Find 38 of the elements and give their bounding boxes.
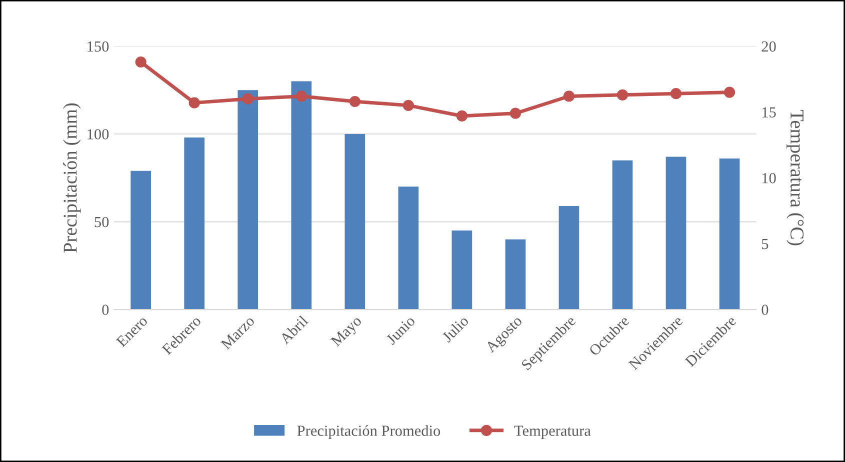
point [135,56,146,68]
point [456,110,468,122]
point [563,90,575,102]
point [724,86,736,98]
bar [505,239,526,310]
y2-axis-title: Temperatura (°C) [786,110,804,246]
point [616,89,628,100]
point [349,96,360,108]
point [670,88,682,100]
y-tick-label: 0 [102,304,109,315]
bar [398,186,419,310]
y2-tick-label: 10 [762,173,776,184]
y2-tick-label: 15 [762,107,776,118]
y2-tick-label: 20 [762,41,776,52]
y2-tick-label: 5 [762,239,768,250]
point [188,97,200,108]
point [402,100,414,112]
y-tick-label: 50 [94,216,109,228]
y2-tick-label: 0 [762,304,768,315]
y-tick-label: 100 [88,129,109,140]
bar [558,206,580,310]
bar [130,170,151,310]
bar [291,81,312,310]
point [510,108,522,119]
bar [344,134,366,310]
bar [666,156,686,310]
y-axis-title: Precipitación (mm) [63,103,81,253]
x-tick-label: Julio [441,314,470,343]
point [242,93,254,104]
legend-label: Precipitación Promedio [297,425,440,440]
bar [612,160,633,310]
bar [238,90,258,310]
bar [719,158,740,310]
point [296,90,307,102]
bar [184,137,205,310]
legend-label: Temperatura [514,426,591,440]
y-tick-label: 150 [88,41,109,52]
bar [452,230,472,310]
